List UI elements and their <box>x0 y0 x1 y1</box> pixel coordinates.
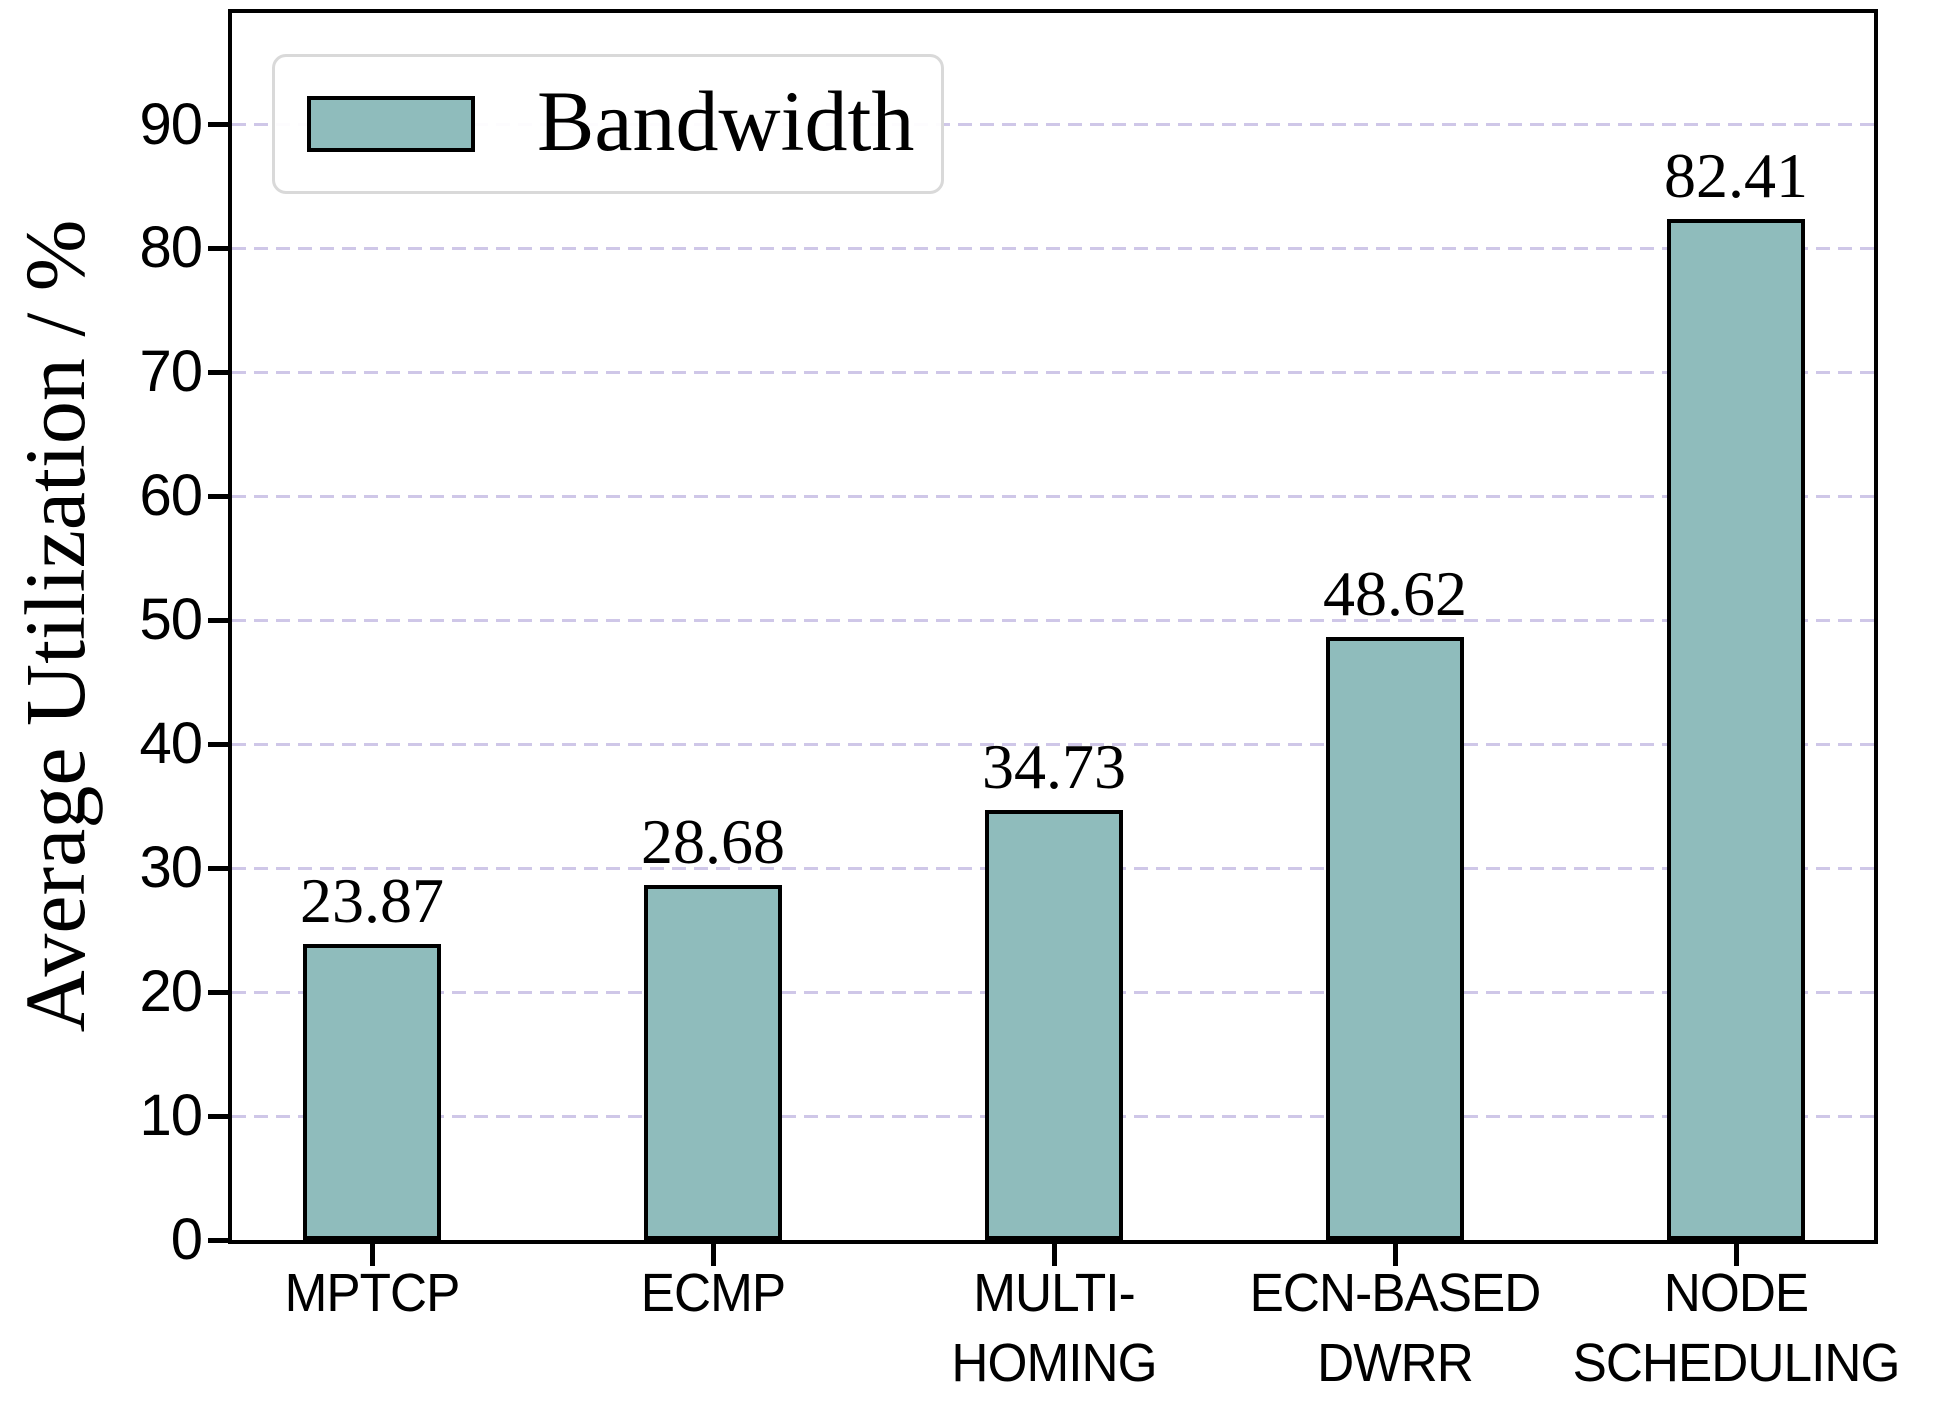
y-tick-label-90: 90 <box>139 91 203 157</box>
x-tick-label-node: NODE SCHEDULING <box>1489 1258 1938 1398</box>
y-tick-label-80: 80 <box>139 215 203 281</box>
y-tick-mark-70 <box>208 369 230 375</box>
legend-label: Bandwidth <box>537 73 915 169</box>
y-tick-label-0: 0 <box>170 1207 203 1272</box>
x-tick-label-line: MULTI- <box>973 1263 1135 1323</box>
gridline-50 <box>232 618 1874 622</box>
x-tick-mark-mptcp <box>369 1244 375 1266</box>
x-tick-label-line: SCHEDULING <box>1572 1333 1901 1393</box>
bar-ecmp <box>644 884 782 1240</box>
value-label-ecn-based: 48.62 <box>1323 558 1467 630</box>
y-tick-mark-40 <box>208 741 230 747</box>
bar-ecn-based <box>1326 637 1464 1240</box>
y-tick-mark-20 <box>208 989 230 995</box>
y-tick-mark-80 <box>208 245 230 251</box>
x-tick-label-multi: MULTI- HOMING <box>807 1258 1301 1398</box>
y-tick-label-10: 10 <box>139 1083 203 1149</box>
y-tick-mark-0 <box>208 1237 230 1243</box>
gridline-60 <box>232 494 1874 498</box>
y-tick-label-40: 40 <box>139 711 203 777</box>
bar-multi <box>985 809 1123 1240</box>
y-tick-mark-60 <box>208 493 230 499</box>
x-tick-label-line: ECN-BASED <box>1249 1263 1542 1323</box>
gridline-90 <box>232 123 1874 127</box>
x-tick-label-line: NODE <box>1663 1263 1809 1323</box>
y-tick-label-50: 50 <box>139 587 203 653</box>
legend-swatch-icon <box>307 96 475 152</box>
x-tick-label-line: DWRR <box>1317 1333 1474 1393</box>
x-tick-mark-multi <box>1051 1244 1057 1266</box>
value-label-multi: 34.73 <box>982 730 1126 802</box>
gridline-80 <box>232 246 1874 250</box>
x-tick-label-line: MPTCP <box>284 1263 461 1323</box>
y-tick-mark-10 <box>208 1113 230 1119</box>
y-tick-label-20: 20 <box>139 959 203 1025</box>
x-tick-mark-ecn-based <box>1392 1244 1398 1266</box>
y-tick-label-60: 60 <box>139 463 203 529</box>
y-tick-label-70: 70 <box>139 339 203 405</box>
x-tick-label-line: HOMING <box>951 1333 1157 1393</box>
y-tick-mark-50 <box>208 617 230 623</box>
x-tick-mark-ecmp <box>710 1244 716 1266</box>
y-tick-label-30: 30 <box>139 835 203 901</box>
bar-node <box>1667 218 1805 1240</box>
y-tick-mark-30 <box>208 865 230 871</box>
value-label-node: 82.41 <box>1664 139 1808 211</box>
bar-mptcp <box>303 944 441 1240</box>
x-tick-label-mptcp: MPTCP <box>125 1258 619 1328</box>
value-label-mptcp: 23.87 <box>300 865 444 937</box>
plot-area <box>228 9 1878 1244</box>
x-tick-label-ecn-based: ECN-BASED DWRR <box>1148 1258 1642 1398</box>
legend: Bandwidth <box>272 54 944 194</box>
gridline-70 <box>232 370 1874 374</box>
gridline-40 <box>232 742 1874 746</box>
x-tick-label-line: ECMP <box>640 1263 786 1323</box>
y-tick-mark-90 <box>208 122 230 128</box>
x-tick-label-ecmp: ECMP <box>466 1258 960 1328</box>
x-tick-mark-node <box>1733 1244 1739 1266</box>
value-label-ecmp: 28.68 <box>641 805 785 877</box>
